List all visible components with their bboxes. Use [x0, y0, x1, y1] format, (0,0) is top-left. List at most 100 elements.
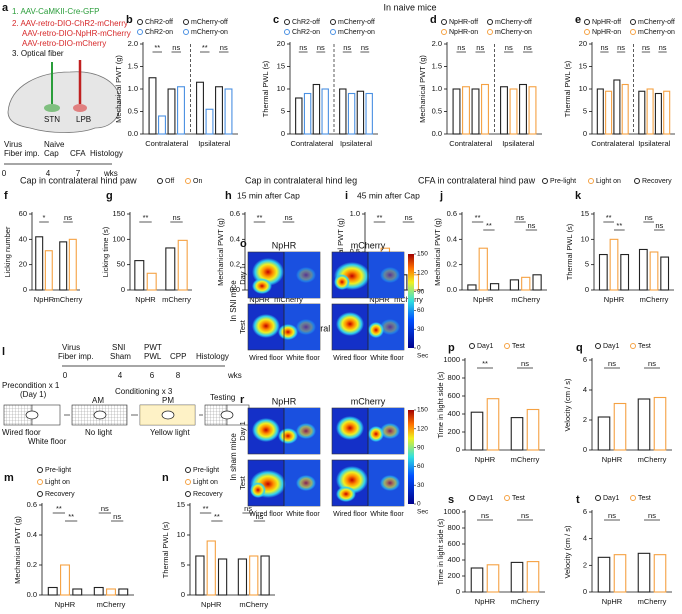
bar	[452, 88, 461, 135]
bar	[106, 588, 116, 596]
y-tick-label: 0.6	[447, 209, 457, 218]
significance-label: ns	[600, 43, 608, 52]
bar	[663, 90, 671, 135]
significance-label: ns	[645, 213, 653, 222]
panel-letter: b	[126, 14, 133, 26]
y-tick-label: 0.6	[230, 209, 240, 218]
bar	[347, 92, 356, 135]
legend-marker	[469, 495, 475, 501]
heat-blob	[380, 319, 400, 335]
significance-label: **	[606, 213, 612, 222]
significance-label: **	[214, 512, 220, 521]
significance-label: *	[43, 213, 46, 222]
legend-marker	[441, 29, 447, 35]
legend-label: NpHR-off	[592, 19, 621, 26]
region-label: STN	[44, 115, 60, 124]
bar	[158, 115, 166, 135]
legend-marker	[630, 495, 636, 501]
timeline-event: Sham	[110, 352, 131, 361]
colorbar-tick-label: 120	[417, 426, 428, 433]
y-tick-label: 0.5	[128, 106, 138, 115]
y-tick-label: 5	[583, 106, 587, 115]
significance-label: ns	[642, 43, 650, 52]
legend-marker	[185, 178, 191, 184]
bar	[654, 92, 662, 135]
y-tick-label: 0.0	[230, 285, 240, 294]
x-tick-label: mCherry	[239, 600, 268, 609]
panel-letter: l	[2, 346, 5, 358]
row-label: Test	[238, 319, 247, 334]
panel-subtitle: 45 min after Cap	[357, 190, 420, 200]
y-tick-label: 200	[447, 427, 460, 436]
bar	[509, 88, 518, 135]
legend-label: mCherry-off	[338, 19, 375, 26]
bar	[621, 83, 629, 135]
heat-blob	[296, 267, 316, 283]
legend-label: NpHR-off	[449, 19, 478, 26]
bar	[356, 90, 365, 135]
x-tick-label: mCherry	[638, 597, 667, 606]
bar	[303, 92, 312, 135]
panel-letter: f	[4, 190, 8, 202]
y-tick-label: 20	[579, 39, 587, 48]
y-tick-label: 2	[583, 415, 587, 424]
floor-label: Wired floor	[249, 355, 284, 362]
phase-label: Precondition x 1	[2, 381, 60, 390]
heat-blob	[380, 267, 400, 283]
timeline-event: CPP	[170, 352, 186, 361]
legend-marker	[137, 19, 143, 25]
legend-label: Recovery	[45, 491, 75, 498]
significance-label: ns	[343, 43, 351, 52]
panel-letter: m	[4, 472, 14, 484]
y-tick-label: 10	[581, 234, 589, 243]
x-tick-label: Contralateral	[145, 139, 188, 148]
heat-blob	[368, 426, 384, 442]
significance-label: ns	[113, 512, 121, 521]
y-tick-label: 0	[456, 587, 460, 596]
x-tick-label: mCherry	[638, 455, 667, 464]
heat-blob	[296, 423, 316, 439]
y-tick-label: 0	[181, 590, 185, 599]
significance-label: ns	[220, 43, 228, 52]
bar	[613, 79, 621, 135]
panel-letter: e	[575, 14, 581, 26]
colorbar-tick-label: 60	[417, 307, 425, 314]
panel-letter: j	[439, 190, 443, 202]
timeline-event: Fiber imp.	[4, 149, 40, 158]
legend-marker	[185, 467, 191, 473]
timeline-event: CFA	[70, 149, 86, 158]
colorbar-tick-label: 0	[417, 345, 421, 352]
y-tick-label: 0.6	[27, 500, 37, 509]
significance-label: ns	[244, 504, 252, 513]
y-tick-label: 1000	[443, 507, 460, 516]
timeline-event: Virus	[62, 343, 80, 352]
bar	[510, 561, 524, 593]
x-tick-label: NpHR	[602, 455, 623, 464]
significance-label: **	[143, 213, 149, 222]
bar	[481, 83, 489, 135]
heat-blob	[252, 418, 280, 442]
row-label: Test	[238, 475, 247, 490]
floor-label: White floor	[370, 511, 404, 518]
y-tick-label: 200	[447, 571, 460, 580]
bar	[35, 236, 44, 291]
y-tick-label: 1000	[443, 355, 460, 364]
timeline-event: Virus	[4, 140, 22, 149]
significance-label: **	[154, 43, 160, 52]
column-label: NpHR	[272, 240, 297, 250]
timeline-tick: 0	[2, 169, 7, 178]
light-label: No light	[85, 428, 113, 437]
bar	[321, 88, 329, 135]
significance-label: **	[68, 512, 74, 521]
bar	[467, 284, 477, 291]
bar	[470, 411, 484, 451]
y-tick-label: 0	[583, 445, 587, 454]
significance-label: ns	[172, 43, 180, 52]
bar	[167, 88, 176, 135]
significance-label: ns	[524, 43, 532, 52]
bar	[462, 86, 470, 135]
legend-marker	[37, 491, 43, 497]
legend-label: Pre-light	[193, 467, 219, 474]
stn-region	[44, 104, 60, 112]
y-axis-label: Mechanical PWT (g)	[216, 218, 225, 286]
